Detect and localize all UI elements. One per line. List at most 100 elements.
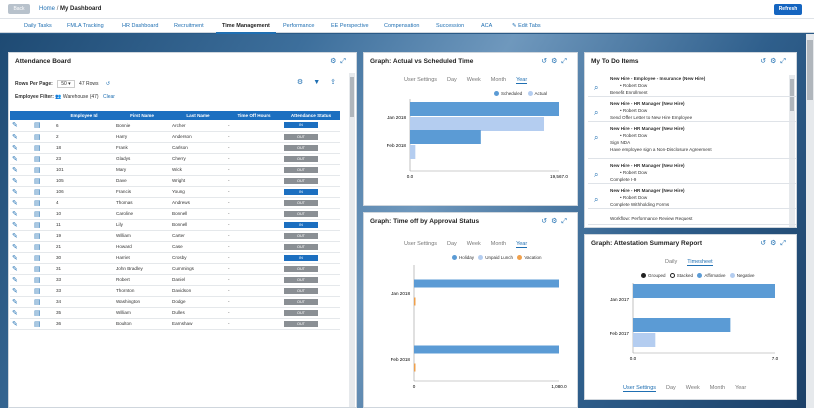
tab-hr-dashboard[interactable]: HR Dashboard	[122, 23, 159, 29]
tab-time-management[interactable]: Time Management	[216, 23, 276, 34]
tab-user-settings[interactable]: User Settings	[404, 241, 438, 247]
edit-icon[interactable]: ✎	[10, 285, 32, 297]
tab-week[interactable]: Week	[466, 77, 481, 83]
details-icon[interactable]: ▤	[32, 175, 54, 187]
table-row[interactable]: ✎ ▤ 6 Bonnie Archer - IN	[10, 120, 340, 132]
table-row[interactable]: ✎ ▤ 19 William Carter - OUT	[10, 230, 340, 242]
refresh-icon[interactable]: ↺	[541, 218, 552, 225]
tab-year[interactable]: Year	[516, 77, 528, 84]
export-icon[interactable]: ⇪	[330, 79, 346, 86]
todo-item[interactable]: ⌕ New Hire - Employee - Insurance (New Hi…	[588, 73, 796, 97]
search-icon[interactable]: ⌕	[594, 108, 599, 117]
todo-item[interactable]: ⌕ New Hire - HR Manager (New Hire) • Rober…	[588, 185, 796, 209]
tab-daily-tasks[interactable]: Daily Tasks	[24, 23, 52, 29]
edit-icon[interactable]: ✎	[10, 252, 32, 264]
todo-item[interactable]: ⌕ New Hire - HR Manager (New Hire) • Rober…	[588, 123, 796, 159]
expand-icon[interactable]: ⤢	[780, 240, 790, 247]
page-scrollbar[interactable]	[806, 34, 814, 408]
todo-scrollbar[interactable]	[789, 75, 795, 227]
table-row[interactable]: ✎ ▤ 4 Thomas Andrews - OUT	[10, 197, 340, 209]
details-icon[interactable]: ▤	[32, 307, 54, 319]
table-row[interactable]: ✎ ▤ 10 Caroline Bonnell - OUT	[10, 208, 340, 220]
details-icon[interactable]: ▤	[32, 241, 54, 253]
tab-year[interactable]: Year	[735, 385, 747, 391]
edit-icon[interactable]: ✎	[10, 186, 32, 198]
legend-grouped[interactable]: Grouped	[648, 273, 666, 278]
details-icon[interactable]: ▤	[32, 274, 54, 286]
todo-item[interactable]: ⌕ New Hire - HR Manager (New Hire) • Rober…	[588, 160, 796, 184]
tab-compensation[interactable]: Compensation	[384, 23, 420, 29]
gear-icon[interactable]: ⚙	[770, 58, 781, 65]
table-row[interactable]: ✎ ▤ 33 Robert Daniel - OUT	[10, 274, 340, 286]
breadcrumb-home[interactable]: Home	[39, 6, 56, 12]
search-icon[interactable]: ⌕	[594, 133, 599, 142]
details-icon[interactable]: ▤	[32, 131, 54, 143]
tab-day[interactable]: Day	[447, 77, 457, 83]
edit-icon[interactable]: ✎	[10, 131, 32, 143]
table-row[interactable]: ✎ ▤ 35 William Dulles - OUT	[10, 307, 340, 319]
filter-icon[interactable]: ▼	[313, 79, 331, 86]
tab-aca[interactable]: ACA	[481, 23, 493, 29]
details-icon[interactable]: ▤	[32, 296, 54, 308]
todo-scrollbar-thumb[interactable]	[790, 79, 794, 111]
edit-icon[interactable]: ✎	[10, 230, 32, 242]
details-icon[interactable]: ▤	[32, 197, 54, 209]
tab-day[interactable]: Day	[666, 385, 676, 391]
first-name-header[interactable]: First Name	[114, 111, 170, 120]
edit-icon[interactable]: ✎	[10, 120, 32, 132]
tab-year[interactable]: Year	[516, 241, 528, 248]
edit-icon[interactable]: ✎	[10, 175, 32, 187]
rows-per-page-select[interactable]: 50 ▾	[57, 80, 75, 88]
table-row[interactable]: ✎ ▤ 33 Thornton Davidson - OUT	[10, 285, 340, 297]
expand-icon[interactable]: ⤢	[561, 58, 571, 65]
page-scrollbar-thumb[interactable]	[807, 40, 813, 100]
tab-timesheet[interactable]: Timesheet	[687, 259, 713, 266]
details-icon[interactable]: ▤	[32, 142, 54, 154]
search-icon[interactable]: ⌕	[594, 170, 599, 179]
expand-icon[interactable]: ⤢	[561, 218, 571, 225]
scrollbar[interactable]	[349, 73, 355, 407]
refresh-icon[interactable]: ↺	[541, 58, 552, 65]
edit-icon[interactable]: ✎	[10, 153, 32, 165]
tab-week[interactable]: Week	[685, 385, 700, 391]
tab-daily[interactable]: Daily	[665, 259, 678, 265]
tab-recruitment[interactable]: Recruitment	[174, 23, 204, 29]
details-icon[interactable]: ▤	[32, 120, 54, 132]
todo-item-workflow[interactable]: Workflow: Performance Review Request	[588, 213, 796, 225]
edit-icon[interactable]: ✎	[10, 307, 32, 319]
tab-performance[interactable]: Performance	[283, 23, 315, 29]
table-row[interactable]: ✎ ▤ 11 Lily Bonnell - IN	[10, 219, 340, 231]
gear-icon[interactable]: ⚙	[551, 218, 562, 225]
gear-icon[interactable]: ⚙	[330, 58, 341, 65]
search-icon[interactable]: ⌕	[594, 195, 599, 204]
tab-month[interactable]: Month	[490, 241, 507, 247]
table-row[interactable]: ✎ ▤ 21 Howard Case - OUT	[10, 241, 340, 253]
table-row[interactable]: ✎ ▤ 30 Harriet Crosby - IN	[10, 252, 340, 264]
table-row[interactable]: ✎ ▤ 106 Francis Young - IN	[10, 186, 340, 198]
employee-id-header[interactable]: Employee Id	[54, 111, 114, 120]
refresh-button[interactable]: Refresh	[774, 4, 802, 15]
details-icon[interactable]: ▤	[32, 285, 54, 297]
details-icon[interactable]: ▤	[32, 252, 54, 264]
edit-icon[interactable]: ✎	[10, 296, 32, 308]
table-row[interactable]: ✎ ▤ 2 Harry Anderson - OUT	[10, 131, 340, 143]
gear-icon[interactable]: ⚙	[551, 58, 562, 65]
details-icon[interactable]: ▤	[32, 318, 54, 330]
legend-stacked[interactable]: Stacked	[676, 273, 694, 278]
tab-edit-tabs[interactable]: ✎ Edit Tabs	[512, 23, 541, 29]
time-off-hours-header[interactable]: Time Off Hours	[226, 111, 282, 120]
tab-day[interactable]: Day	[447, 241, 457, 247]
edit-icon[interactable]: ✎	[10, 208, 32, 220]
edit-icon[interactable]: ✎	[10, 263, 32, 275]
table-row[interactable]: ✎ ▤ 36 Boulton Earnshaw - OUT	[10, 318, 340, 330]
edit-icon[interactable]: ✎	[10, 241, 32, 253]
details-icon[interactable]: ▤	[32, 230, 54, 242]
table-row[interactable]: ✎ ▤ 105 Dave Wright - OUT	[10, 175, 340, 187]
edit-icon[interactable]: ✎	[10, 274, 32, 286]
table-row[interactable]: ✎ ▤ 101 Mary Wick - OUT	[10, 164, 340, 176]
todo-item[interactable]: ⌕ New Hire - HR Manager (New Hire) • Rober…	[588, 98, 796, 122]
employee-filter-value[interactable]: Warehouse (47)	[62, 94, 99, 100]
details-icon[interactable]: ▤	[32, 208, 54, 220]
table-row[interactable]: ✎ ▤ 23 Gladys Cherry - OUT	[10, 153, 340, 165]
table-row[interactable]: ✎ ▤ 34 Washington Dodge - OUT	[10, 296, 340, 308]
